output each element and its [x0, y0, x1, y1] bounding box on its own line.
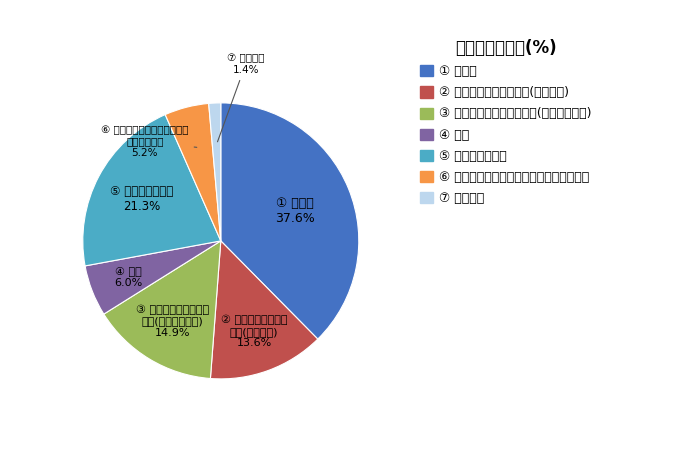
Text: ③ リサイクルできない
紙類(ティッシュ等)
14.9%: ③ リサイクルできない 紙類(ティッシュ等) 14.9%	[136, 305, 209, 338]
Text: ⑦ 不燃物類
1.4%: ⑦ 不燃物類 1.4%	[217, 53, 264, 142]
Wedge shape	[83, 115, 221, 266]
Wedge shape	[208, 103, 221, 241]
Text: ④ 布類
6.0%: ④ 布類 6.0%	[114, 266, 142, 288]
Text: ② リサイクルできる
紙類(雑がみ等)
13.6%: ② リサイクルできる 紙類(雑がみ等) 13.6%	[221, 315, 287, 348]
Text: ① 生ごみ
37.6%: ① 生ごみ 37.6%	[275, 197, 315, 225]
Wedge shape	[104, 241, 221, 379]
Wedge shape	[165, 103, 221, 241]
Text: ⑥ プラスチック製容器包装・
ペットボトル
5.2%: ⑥ プラスチック製容器包装・ ペットボトル 5.2%	[101, 125, 197, 158]
Wedge shape	[221, 103, 359, 339]
Wedge shape	[210, 241, 318, 379]
Text: ⑤ その他可燃物類
21.3%: ⑤ その他可燃物類 21.3%	[110, 185, 173, 213]
Legend: ① 生ごみ, ② リサイクルできる紙類(雑がみ等), ③ リサイクルできない紙類(ティッシュ等), ④ 布類, ⑤ その他可燃物類, ⑥ プラスチック製容器包装: ① 生ごみ, ② リサイクルできる紙類(雑がみ等), ③ リサイクルできない紙類…	[420, 39, 591, 205]
Wedge shape	[85, 241, 221, 314]
